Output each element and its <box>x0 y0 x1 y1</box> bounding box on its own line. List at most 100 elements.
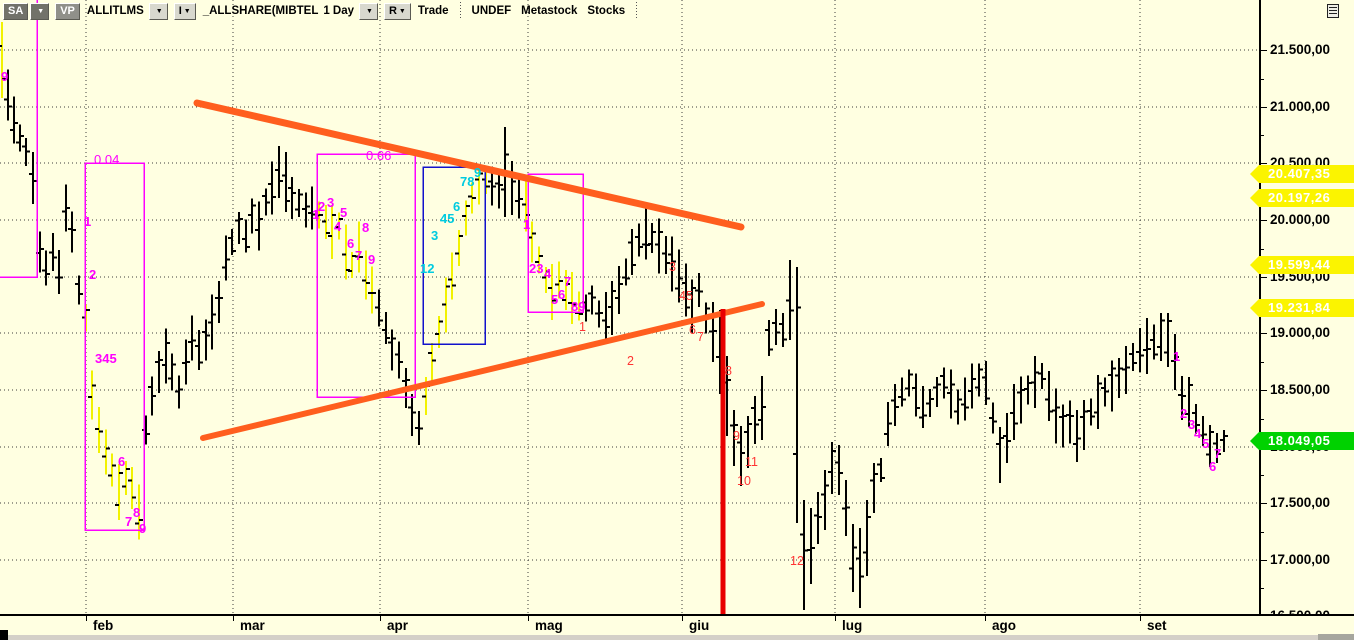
window-grid-icon[interactable] <box>1327 4 1339 18</box>
price-minor-tick <box>1261 305 1264 306</box>
month-tick <box>1140 616 1141 621</box>
wave-count-label: 2 <box>89 267 96 282</box>
wave-count-label: 7 <box>564 274 571 289</box>
bottom-scrollbar-track[interactable] <box>0 635 1354 640</box>
toolbar-separator <box>459 2 461 20</box>
indicator-label: I <box>178 5 182 17</box>
gridlines <box>0 0 1259 614</box>
wave-count-label: 4 <box>334 219 342 234</box>
time-axis: feb mar apr mag giu lug ago set <box>0 614 1354 637</box>
wave-count-label: 8 <box>133 505 140 520</box>
price-minor-tick <box>1261 588 1264 589</box>
orange-trendline[interactable] <box>200 301 765 441</box>
sa-dropdown-button[interactable]: ▼ <box>30 2 50 20</box>
blue-rectangle-annotation[interactable] <box>422 166 486 345</box>
symbol-label: ALLITLMS <box>86 5 144 17</box>
price-tick <box>1261 163 1267 164</box>
r-dropdown-button[interactable]: R ▼ <box>383 2 411 20</box>
wave-count-label: 6 <box>347 236 354 251</box>
price-tick <box>1261 503 1267 504</box>
month-tick <box>682 616 683 621</box>
wave-count-label: 6 <box>453 199 460 214</box>
chevron-down-icon: ▼ <box>398 7 406 15</box>
price-minor-tick <box>1261 79 1264 80</box>
toolbar-separator <box>636 2 638 20</box>
price-tick <box>1261 50 1267 51</box>
wave-count-label: 1 <box>523 217 530 232</box>
status-label: UNDEF <box>471 5 512 17</box>
price-tick-label: 21.500,00 <box>1270 42 1331 57</box>
wave-count-label: 7 <box>355 248 362 263</box>
wave-count-label: 6 <box>558 287 565 302</box>
wave-count-label: 45 <box>679 289 693 303</box>
magenta-rectangle-annotation[interactable] <box>84 162 145 531</box>
trade-label: Trade <box>417 5 449 17</box>
wave-count-label: 7 <box>125 514 132 529</box>
wave-count-label: 11 <box>745 455 758 469</box>
month-label: giu <box>689 618 710 633</box>
magenta-rectangle-annotation[interactable] <box>0 0 38 278</box>
price-tick <box>1261 447 1267 448</box>
period-dropdown-button[interactable]: ▼ <box>359 2 378 20</box>
sa-button[interactable]: SA <box>3 2 29 20</box>
wave-count-label: 1 <box>1173 349 1180 364</box>
orange-trendline[interactable] <box>193 99 745 231</box>
price-tick <box>1261 107 1267 108</box>
scrollbar-corner <box>1318 634 1354 640</box>
chevron-down-icon: ▼ <box>37 7 45 15</box>
wave-count-label: 9 <box>139 521 146 536</box>
wave-count-label: 7 <box>1214 446 1221 461</box>
wave-count-label: 5 <box>551 292 558 307</box>
price-tick-label: 18.500,00 <box>1270 382 1331 397</box>
wave-count-label: 10 <box>737 474 751 488</box>
price-minor-tick <box>1261 249 1264 250</box>
price-minor-tick <box>1261 362 1264 363</box>
month-tick <box>233 616 234 621</box>
platform-label: Metastock <box>521 5 578 17</box>
price-tick <box>1261 220 1267 221</box>
price-minor-tick <box>1261 475 1264 476</box>
r-label: R <box>388 5 397 17</box>
vp-button[interactable]: VP <box>55 2 80 20</box>
month-label: apr <box>387 618 409 633</box>
wave-count-label: 78 <box>460 174 474 189</box>
price-tick-label: 18.000,00 <box>1270 439 1331 454</box>
month-tick <box>380 616 381 621</box>
wave-count-label: 4 <box>544 266 552 281</box>
wave-count-label: 2 <box>1180 406 1187 421</box>
wave-count-label: 6 <box>689 323 696 337</box>
price-tick-label: 19.000,00 <box>1270 325 1331 340</box>
wave-count-label: 6 <box>1209 459 1216 474</box>
price-minor-tick <box>1261 419 1264 420</box>
indicator-dropdown-button[interactable]: I ▼ <box>173 2 196 20</box>
wave-count-label: 5 <box>340 205 347 220</box>
price-tick-label: 21.000,00 <box>1270 99 1331 114</box>
wave-count-label: 12 <box>790 554 804 568</box>
wave-count-label: 12 <box>420 261 434 276</box>
month-label: lug <box>842 618 863 633</box>
chevron-down-icon: ▼ <box>155 7 163 15</box>
wave-count-label: 1 <box>579 320 586 334</box>
fib-ratio-label: 0.66 <box>366 148 391 163</box>
price-axis: 21.500,00 21.000,00 20.500,00 20.000,00 19.5… <box>1259 0 1354 636</box>
fib-ratio-label: 0.04 <box>94 152 119 167</box>
price-minor-tick <box>1261 192 1264 193</box>
symbol-dropdown-button[interactable]: ▼ <box>148 2 168 20</box>
month-tick <box>528 616 529 621</box>
price-bars <box>0 22 1228 610</box>
month-tick <box>835 616 836 621</box>
window-corner-handle[interactable] <box>0 630 8 640</box>
wave-count-label: 8 <box>362 220 369 235</box>
instrument-label: _ALLSHARE(MIBTEL <box>202 5 319 17</box>
wave-count-label: 7 <box>697 330 704 344</box>
price-tick-label: 20.500,00 <box>1270 155 1331 170</box>
price-minor-tick <box>1261 532 1264 533</box>
wave-count-label: 3 <box>327 195 334 210</box>
wave-count-label: 9 <box>733 429 740 443</box>
wave-count-label: 3 <box>431 228 438 243</box>
month-tick <box>86 616 87 621</box>
month-tick <box>985 616 986 621</box>
wave-count-label: 1 <box>312 207 319 222</box>
magenta-rectangle-annotation[interactable] <box>527 173 584 313</box>
